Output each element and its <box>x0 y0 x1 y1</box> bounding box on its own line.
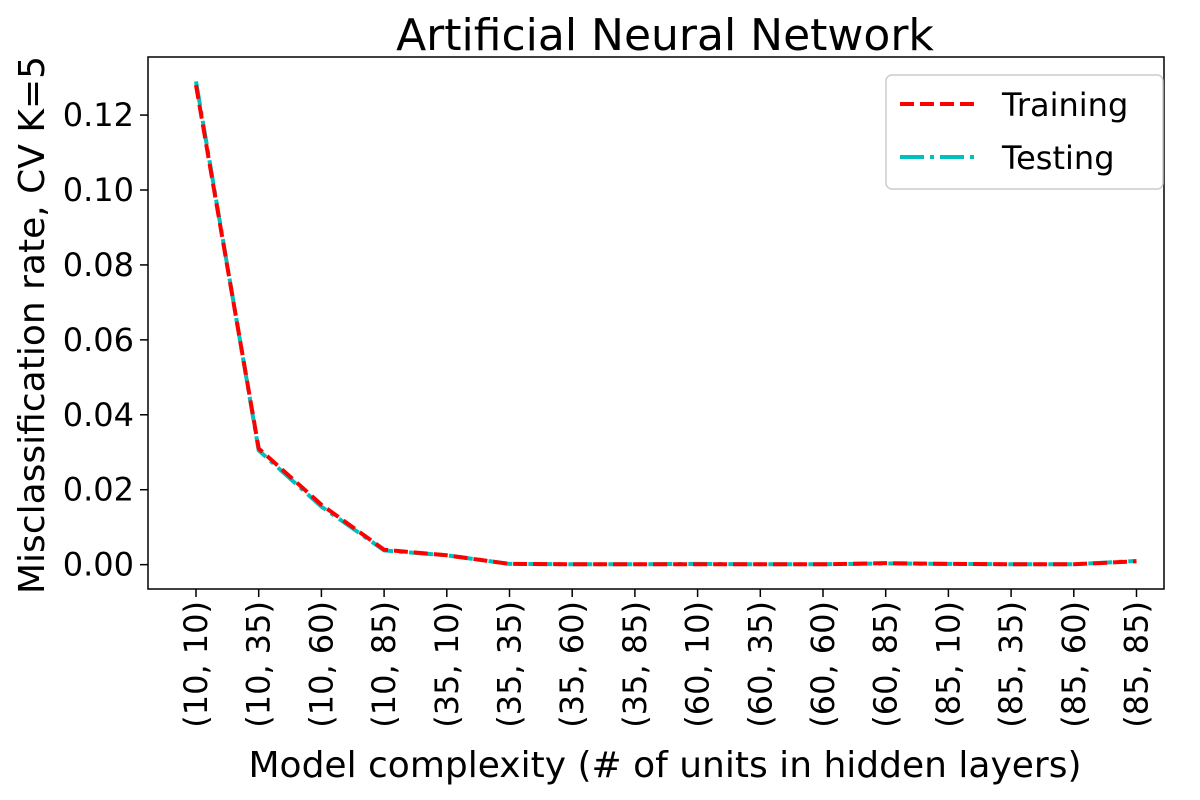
x-tick-label: (85, 10) <box>929 601 967 728</box>
x-tick-label: (85, 35) <box>992 601 1030 728</box>
x-tick-label: (10, 60) <box>302 601 340 728</box>
y-tick-label: 0.08 <box>63 246 134 284</box>
y-axis: 0.00 0.02 0.04 0.06 0.08 0.10 0.12 <box>63 96 148 584</box>
series-group <box>194 81 1137 567</box>
y-tick-label: 0.02 <box>63 471 134 509</box>
y-tick-label: 0.10 <box>63 171 134 209</box>
y-tick-label: 0.00 <box>63 546 134 584</box>
x-tick-label: (60, 35) <box>741 601 779 728</box>
x-tick-label: (35, 60) <box>553 601 591 728</box>
x-tick-label: (60, 60) <box>804 601 842 728</box>
x-tick-label: (35, 85) <box>616 601 654 728</box>
plot-area <box>147 56 1165 590</box>
x-tick-label: (60, 85) <box>867 601 905 728</box>
x-tick-label: (10, 35) <box>240 601 278 728</box>
y-tick-label: 0.04 <box>63 396 134 434</box>
x-tick-label: (35, 35) <box>491 601 529 728</box>
x-axis: (10, 10) (10, 35) (10, 60) (10, 85) (35, 10)… <box>177 589 1156 728</box>
y-tick-label: 0.12 <box>63 96 134 134</box>
chart-title: Artificial Neural Network <box>396 10 934 61</box>
x-tick-label: (10, 10) <box>177 601 215 728</box>
x-tick-label: (35, 10) <box>428 601 466 728</box>
x-axis-label: Model complexity (# of units in hidden l… <box>248 745 1081 786</box>
x-tick-label: (10, 85) <box>365 601 403 728</box>
legend-label-testing: Testing <box>1001 139 1115 177</box>
legend: Training Testing <box>885 74 1164 190</box>
x-tick-label: (85, 60) <box>1055 601 1093 728</box>
y-axis-label: Misclassification rate, CV K=5 <box>12 56 53 594</box>
y-tick-label: 0.06 <box>63 321 134 359</box>
legend-box <box>885 74 1164 190</box>
x-tick-label: (60, 10) <box>679 601 717 728</box>
legend-label-training: Training <box>1001 86 1128 124</box>
series-line-training <box>194 84 1137 567</box>
x-tick-label: (85, 85) <box>1118 601 1156 728</box>
